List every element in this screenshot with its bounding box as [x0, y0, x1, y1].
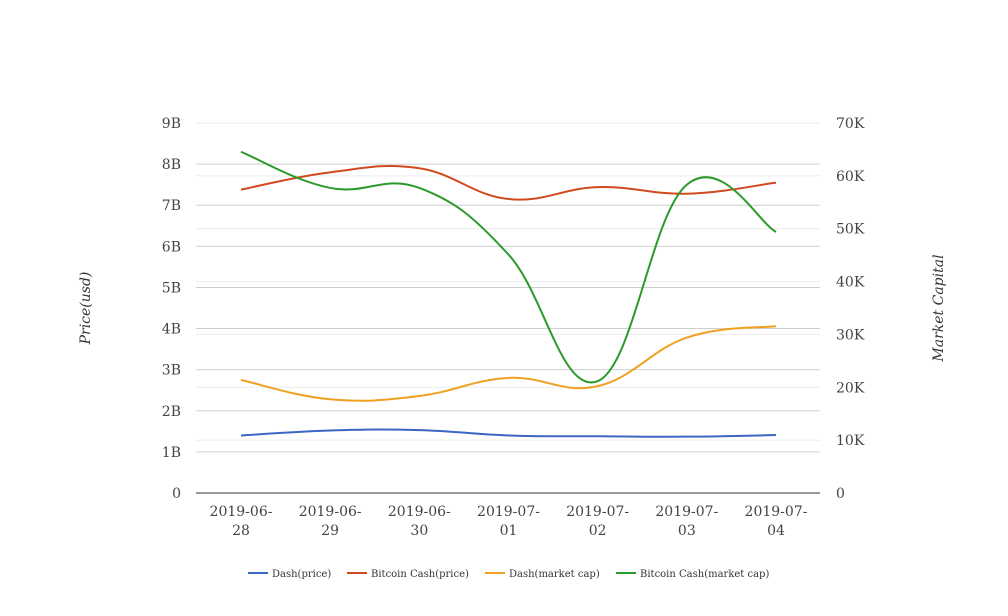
legend-label: Bitcoin Cash(market cap)	[640, 569, 769, 580]
legend-label: Bitcoin Cash(price)	[371, 569, 469, 580]
left-tick-label: 3B	[162, 363, 181, 379]
legend-label: Dash(market cap)	[509, 569, 600, 580]
x-tick-label: 2019-07-03	[655, 504, 718, 539]
legend-item: Bitcoin Cash(market cap)	[616, 569, 769, 580]
series-line-0	[240, 428, 777, 438]
grid	[196, 122, 820, 453]
x-tick-label: 2019-07-02	[566, 504, 629, 539]
right-tick-label: 50K	[836, 222, 865, 238]
right-tick-label: 60K	[836, 169, 865, 185]
left-axis-title: Price(usd)	[78, 272, 94, 346]
right-tick-label: 70K	[836, 116, 865, 132]
series-line-1	[240, 164, 777, 201]
left-tick-label: 5B	[162, 280, 181, 296]
x-tick-label: 2019-06-30	[388, 504, 451, 539]
series-lines	[240, 150, 777, 438]
left-tick-label: 6B	[162, 239, 181, 255]
left-tick-label: 2B	[162, 404, 181, 420]
legend-item: Dash(market cap)	[485, 569, 600, 580]
legend-label: Dash(price)	[272, 569, 331, 580]
left-tick-label: 1B	[162, 445, 181, 461]
left-tick-label: 4B	[162, 322, 181, 338]
x-tick-label: 2019-07-01	[477, 504, 540, 539]
right-tick-label: 30K	[836, 327, 865, 343]
axes: 0 1B 2B 3B 4B 5B 6B 7B 8B 9B 0 10K 20K 30K 40K 50K 60K 70…	[78, 116, 947, 539]
series-line-3	[240, 150, 777, 384]
right-tick-label: 10K	[836, 433, 865, 449]
left-tick-label: 8B	[162, 157, 181, 173]
x-tick-label: 2019-06-29	[299, 504, 362, 539]
x-tick-label: 2019-06-28	[210, 504, 273, 539]
right-tick-label: 20K	[836, 380, 865, 396]
right-axis-title: Market Capital	[931, 254, 947, 362]
legend-item: Dash(price)	[248, 569, 331, 580]
series-line-2	[240, 325, 777, 402]
x-tick-label: 2019-07-04	[745, 504, 808, 539]
legend-item: Bitcoin Cash(price)	[347, 569, 469, 580]
left-tick-label: 9B	[162, 116, 181, 132]
right-tick-label: 40K	[836, 275, 865, 291]
left-tick-label: 7B	[162, 198, 181, 214]
right-tick-label: 0	[836, 486, 845, 502]
left-tick-label: 0	[172, 486, 181, 502]
legend: Dash(price) Bitcoin Cash(price) Dash(marke…	[248, 569, 769, 580]
